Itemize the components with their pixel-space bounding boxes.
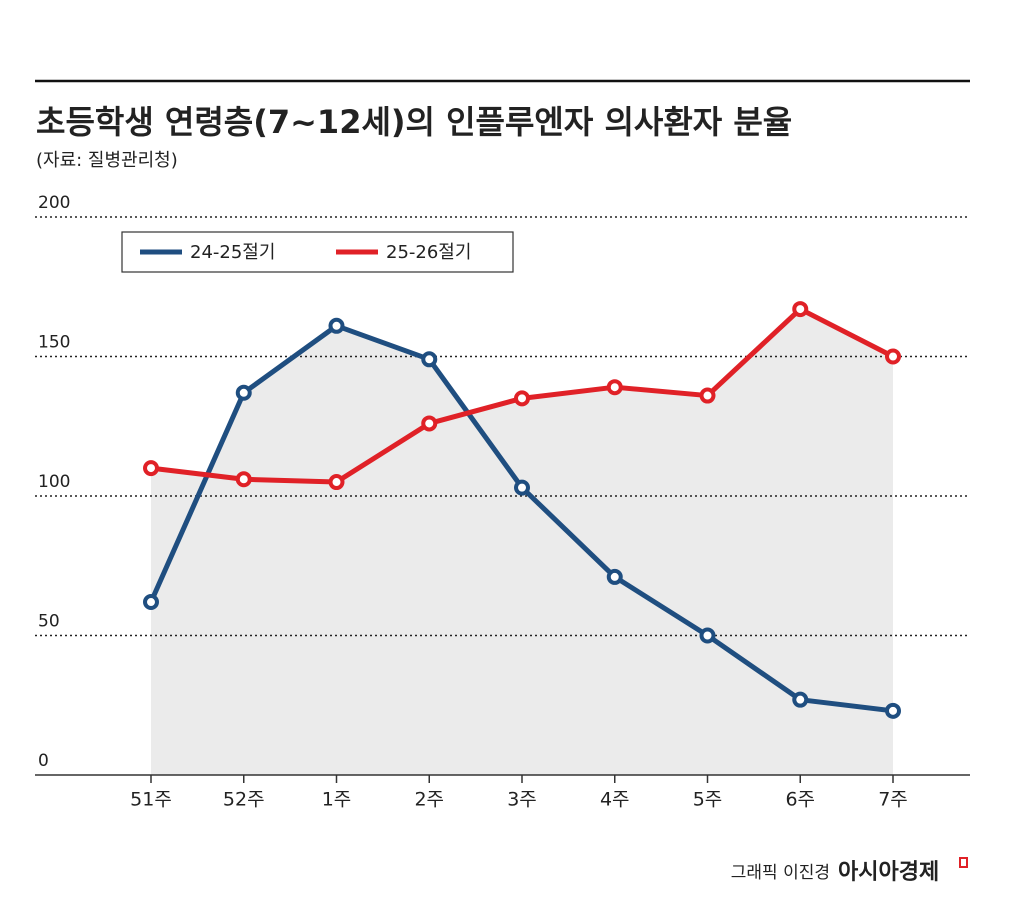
x-tick-label: 2주 xyxy=(414,789,444,811)
point xyxy=(328,317,345,334)
point xyxy=(885,702,901,719)
brand: 아시아경제 xyxy=(838,860,939,885)
legend-box xyxy=(121,231,514,273)
point xyxy=(699,627,716,644)
y-tick-label: 100 xyxy=(38,472,70,492)
area xyxy=(151,309,893,775)
point xyxy=(699,387,716,404)
x-tick-label: 4주 xyxy=(600,789,630,811)
point xyxy=(143,460,159,477)
x-tick-label: 3주 xyxy=(507,789,537,811)
x-tick-label: 6주 xyxy=(785,789,815,811)
point xyxy=(792,691,809,708)
brand-icon xyxy=(959,857,968,868)
point xyxy=(514,479,530,496)
credit: 그래픽 이진경 xyxy=(731,863,830,883)
point xyxy=(606,568,623,585)
point xyxy=(514,390,530,407)
y-tick-label: 150 xyxy=(38,333,70,353)
legend-label: 24-25절기 xyxy=(190,242,275,263)
point xyxy=(235,471,252,488)
point xyxy=(792,301,809,318)
x-tick-label: 52주 xyxy=(223,789,265,811)
chart-subtitle: (자료: 질병관리청) xyxy=(36,150,178,171)
x-tick-label: 51주 xyxy=(130,789,172,811)
point xyxy=(235,384,252,401)
point xyxy=(328,474,345,491)
y-tick-label: 50 xyxy=(38,612,60,632)
y-tick-label: 0 xyxy=(38,751,49,771)
x-tick-label: 1주 xyxy=(322,789,352,811)
point xyxy=(606,379,623,396)
x-tick-label: 5주 xyxy=(693,789,723,811)
y-tick-label: 200 xyxy=(38,193,70,213)
point xyxy=(421,415,438,432)
x-tick-label: 7주 xyxy=(878,789,908,811)
legend-label: 25-26절기 xyxy=(386,242,471,263)
chart-title: 초등학생 연령층(7~12세)의 인플루엔자 의사환자 분율 xyxy=(36,103,792,141)
point xyxy=(143,594,159,611)
point xyxy=(421,351,438,368)
point xyxy=(885,348,901,365)
